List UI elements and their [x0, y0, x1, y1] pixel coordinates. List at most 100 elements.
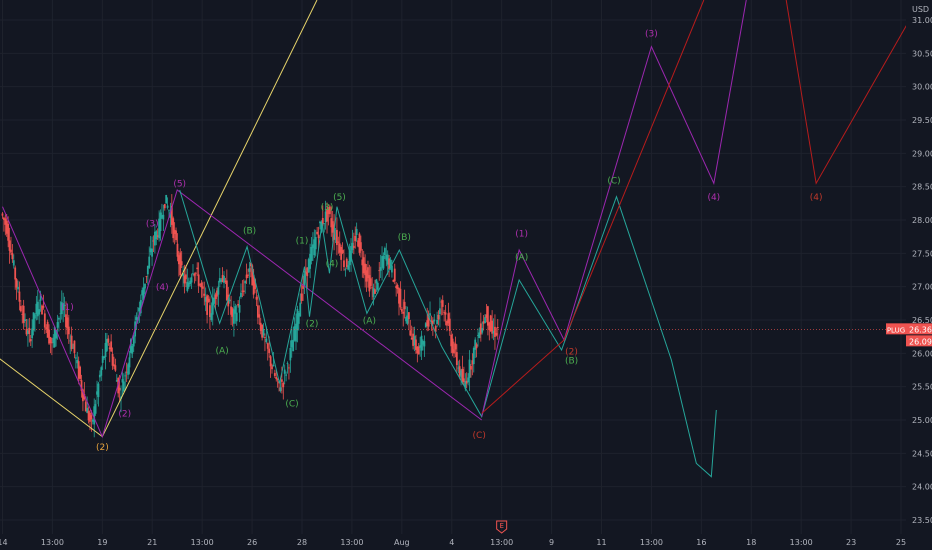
- candle-body: [193, 273, 196, 276]
- candle-body: [172, 218, 175, 239]
- candle-body: [489, 315, 492, 332]
- candle-body: [496, 327, 499, 329]
- candle-body: [24, 319, 26, 322]
- candle-body: [448, 318, 451, 331]
- candle-body: [124, 375, 127, 377]
- wave-label: (2): [96, 443, 109, 453]
- x-tick-label: 13:00: [790, 538, 813, 547]
- candle-body: [254, 279, 256, 290]
- candle-body: [139, 300, 142, 314]
- candle-body: [110, 341, 113, 352]
- candle-body: [67, 326, 70, 335]
- candle-body: [129, 339, 132, 353]
- candle-body: [399, 288, 402, 308]
- candle-body: [276, 379, 279, 381]
- candle-body: [367, 267, 369, 279]
- candle-body: [161, 215, 163, 218]
- candle-body: [97, 383, 100, 398]
- candle-body: [77, 361, 80, 379]
- wave-label: (C): [473, 431, 486, 441]
- candle-body: [148, 256, 151, 268]
- grid: [0, 0, 906, 534]
- x-tick-label: 13:00: [41, 538, 64, 547]
- candle-body: [431, 320, 434, 324]
- candle-body: [240, 292, 242, 298]
- candle-body: [314, 236, 317, 250]
- candle-body: [179, 252, 182, 275]
- candle-body: [424, 323, 427, 328]
- candle-body: [146, 265, 149, 275]
- candle-body: [455, 352, 458, 365]
- candle-body: [307, 259, 310, 273]
- price-axis[interactable]: USD 23.50 24.00 24.50 25.00 25.50 26.00 26.50 27…: [906, 0, 932, 550]
- candle-body: [224, 280, 227, 283]
- candle-body: [155, 231, 158, 240]
- candle-body: [393, 268, 396, 282]
- candle-body: [265, 338, 268, 343]
- candle-body: [409, 330, 412, 336]
- candle-body: [237, 303, 240, 306]
- candle-body: [125, 371, 128, 373]
- candle-body: [141, 290, 144, 296]
- candle-body: [29, 339, 32, 342]
- wave-label: (4): [156, 283, 169, 293]
- candle-body: [82, 389, 84, 402]
- earnings-event-marker[interactable]: E: [496, 520, 508, 534]
- candle-body: [228, 299, 231, 302]
- candle-body: [60, 302, 63, 315]
- candle-body: [361, 259, 364, 266]
- x-tick-label: 21: [147, 538, 157, 547]
- candle-body: [213, 297, 216, 304]
- candle-body: [28, 327, 31, 334]
- candle-body: [214, 294, 217, 299]
- candle-body: [73, 340, 76, 354]
- candle-body: [135, 317, 138, 321]
- candle-body: [374, 289, 376, 294]
- wave-label: (3): [321, 203, 334, 213]
- symbol-badge: [886, 323, 906, 335]
- candle-body: [21, 314, 24, 316]
- candle-body: [321, 217, 324, 225]
- candle-body: [223, 275, 225, 283]
- candle-body: [381, 256, 383, 268]
- candle-body: [220, 279, 223, 282]
- candle-body: [385, 254, 388, 261]
- candle-body: [453, 349, 455, 354]
- candle-body: [38, 309, 41, 315]
- candle-body: [494, 326, 496, 337]
- wave-label: (B): [398, 233, 411, 243]
- time-axis[interactable]: 14 13:00 19 21 13:00 26 28 13:00 Aug 4 13:00 9 11 13:…: [0, 534, 932, 550]
- candle-body: [241, 290, 244, 292]
- candle-body: [269, 356, 272, 367]
- candle-body: [450, 334, 453, 347]
- candle-body: [151, 248, 153, 257]
- candle-body: [56, 322, 59, 328]
- candle-body: [326, 208, 328, 222]
- candle-body: [86, 407, 89, 413]
- candle-body: [70, 335, 73, 350]
- candle-body: [293, 326, 296, 341]
- candle-body: [252, 275, 255, 295]
- candle-body: [365, 270, 368, 282]
- candle-body: [32, 312, 35, 331]
- candle-body: [420, 335, 423, 351]
- candle-body: [330, 218, 333, 228]
- candle-body: [142, 287, 145, 300]
- candle-body: [74, 357, 77, 359]
- candle-body: [316, 231, 319, 234]
- candle-body: [185, 274, 187, 280]
- candle-body: [221, 275, 224, 283]
- candle-body: [100, 367, 103, 376]
- candle-body: [317, 234, 320, 239]
- candle-body: [65, 314, 67, 328]
- candle-body: [15, 279, 18, 288]
- y-tick-label: 27.00: [912, 283, 932, 292]
- candle-body: [264, 337, 266, 338]
- candle-body: [419, 345, 422, 348]
- candle-body: [138, 307, 141, 312]
- candle-body: [275, 377, 278, 380]
- candle-body: [416, 346, 419, 354]
- wave-line-green: [179, 189, 717, 478]
- wave-label: (5): [173, 180, 186, 190]
